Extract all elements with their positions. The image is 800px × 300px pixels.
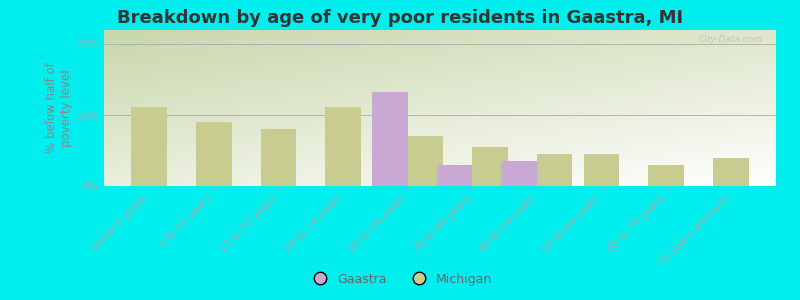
Bar <box>196 122 232 186</box>
Bar <box>261 129 296 186</box>
Text: Breakdown by age of very poor residents in Gaastra, MI: Breakdown by age of very poor residents … <box>117 9 683 27</box>
Bar <box>502 161 537 186</box>
Bar <box>472 147 508 186</box>
Bar <box>713 158 749 186</box>
Bar <box>326 106 361 186</box>
Bar <box>437 165 472 186</box>
Bar <box>372 92 408 186</box>
Y-axis label: % below half of
poverty level: % below half of poverty level <box>46 63 74 153</box>
Bar <box>648 165 684 186</box>
Bar <box>131 106 167 186</box>
Bar <box>537 154 573 186</box>
Legend: Gaastra, Michigan: Gaastra, Michigan <box>302 268 498 291</box>
Bar <box>408 136 443 186</box>
Bar <box>584 154 619 186</box>
Text: City-Data.com: City-Data.com <box>698 35 762 44</box>
